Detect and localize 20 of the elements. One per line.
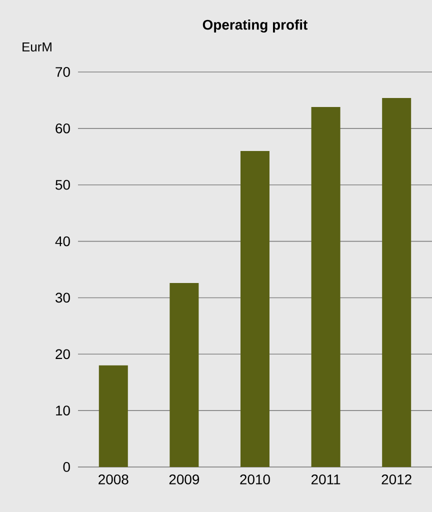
y-tick-label: 40 xyxy=(55,236,70,246)
chart-title: Operating profit xyxy=(202,19,308,33)
x-tick-label: 2012 xyxy=(382,474,412,484)
y-tick-label: 70 xyxy=(56,67,70,77)
bar xyxy=(382,98,411,467)
x-tick-label: 2010 xyxy=(240,474,270,484)
y-tick-label: 20 xyxy=(55,349,70,360)
x-tick-label: 2008 xyxy=(98,474,128,484)
x-tick-label: 2009 xyxy=(169,474,199,484)
bar xyxy=(311,106,340,467)
x-tick-label: 2011 xyxy=(311,474,340,484)
y-tick-label: 60 xyxy=(55,123,70,134)
bar xyxy=(240,151,270,467)
y-axis-title: EurM xyxy=(22,42,52,52)
y-tick-label: 50 xyxy=(55,180,70,190)
y-tick-label: 10 xyxy=(56,406,70,416)
y-tick-label: 30 xyxy=(55,292,70,303)
bar xyxy=(98,365,128,467)
y-tick-label: 0 xyxy=(63,462,70,472)
bar xyxy=(170,283,199,467)
